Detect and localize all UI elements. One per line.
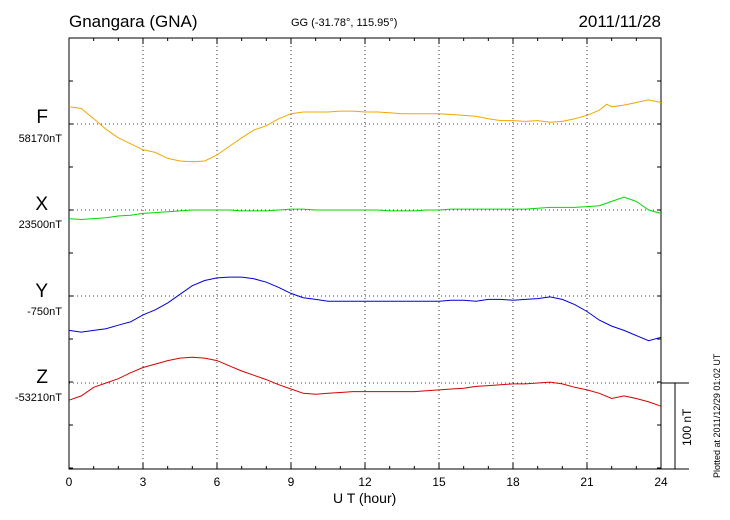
baseline-label-y: -750nT — [27, 306, 62, 318]
x-axis-label: U T (hour) — [333, 490, 397, 506]
series-label-x: X — [35, 194, 48, 215]
x-tick-label: 9 — [288, 475, 295, 489]
x-tick-label: 3 — [140, 475, 147, 489]
x-tick-label: 0 — [66, 475, 73, 489]
baseline-label-x: 23500nT — [18, 219, 62, 231]
series-line-z — [68, 356, 662, 407]
x-tick-label: 12 — [358, 475, 372, 489]
series-line-y — [68, 276, 662, 342]
x-tick-label: 18 — [506, 475, 520, 489]
baseline-label-f: 58170nT — [18, 133, 62, 145]
x-tick-label: 21 — [580, 475, 594, 489]
x-tick-label: 15 — [432, 475, 446, 489]
x-tick-label: 6 — [214, 475, 221, 489]
series-label-y: Y — [35, 281, 48, 302]
chart-date: 2011/11/28 — [578, 12, 661, 31]
series-label-f: F — [36, 107, 48, 128]
x-tick-label: 24 — [654, 475, 668, 489]
baseline-label-z: -53210nT — [14, 392, 62, 404]
series-line-x — [68, 196, 662, 221]
series-label-z: Z — [36, 367, 48, 388]
station-title: Gnangara (GNA) — [69, 12, 198, 31]
station-coordinates: GG (-31.78°, 115.95°) — [291, 17, 398, 29]
series-line-f — [68, 99, 662, 163]
